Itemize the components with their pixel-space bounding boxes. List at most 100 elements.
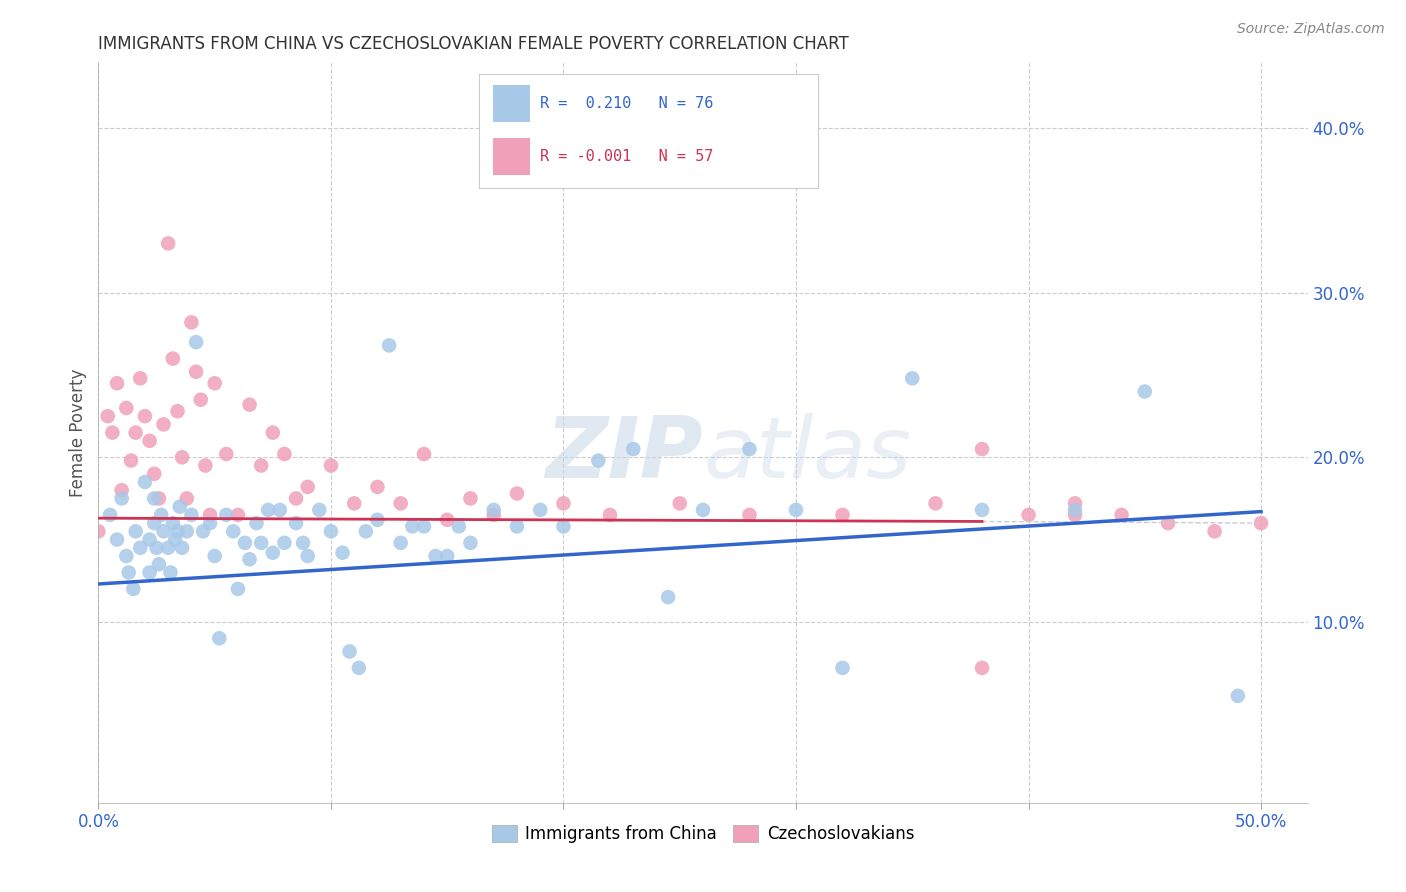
Point bbox=[245, 516, 267, 530]
Point bbox=[1064, 496, 1087, 510]
Point bbox=[1133, 384, 1156, 399]
Point bbox=[148, 491, 170, 506]
Point bbox=[1226, 689, 1249, 703]
Point bbox=[157, 236, 180, 251]
Point bbox=[319, 524, 342, 539]
Point bbox=[436, 513, 458, 527]
Point bbox=[180, 508, 202, 522]
Point bbox=[166, 524, 188, 539]
Point bbox=[529, 503, 551, 517]
Point bbox=[692, 503, 714, 517]
Point bbox=[506, 519, 529, 533]
Point bbox=[162, 351, 184, 366]
Point bbox=[250, 458, 273, 473]
Point bbox=[901, 371, 924, 385]
Point bbox=[831, 661, 853, 675]
Point bbox=[145, 541, 167, 555]
Point bbox=[138, 434, 160, 448]
Point bbox=[308, 503, 330, 517]
Point bbox=[319, 458, 342, 473]
Point bbox=[124, 425, 146, 440]
Point bbox=[105, 376, 128, 391]
Point bbox=[176, 491, 198, 506]
Point bbox=[389, 536, 412, 550]
Point bbox=[425, 549, 447, 563]
Point bbox=[273, 536, 295, 550]
Point bbox=[482, 508, 505, 522]
Point bbox=[269, 503, 291, 517]
Point bbox=[98, 508, 121, 522]
Point bbox=[222, 524, 245, 539]
Point bbox=[111, 491, 134, 506]
Point bbox=[1111, 508, 1133, 522]
Point bbox=[87, 524, 110, 539]
Point bbox=[343, 496, 366, 510]
Point bbox=[292, 536, 315, 550]
Point bbox=[204, 549, 226, 563]
Point bbox=[297, 480, 319, 494]
Point bbox=[1064, 508, 1087, 522]
Legend: Immigrants from China, Czechoslovakians: Immigrants from China, Czechoslovakians bbox=[485, 819, 921, 850]
Point bbox=[176, 524, 198, 539]
Point bbox=[148, 558, 170, 572]
Point bbox=[184, 335, 207, 350]
Point bbox=[120, 453, 142, 467]
Point bbox=[184, 365, 207, 379]
Point bbox=[389, 496, 412, 510]
Point bbox=[621, 442, 644, 456]
Point bbox=[143, 491, 166, 506]
Point bbox=[194, 458, 217, 473]
Point bbox=[143, 516, 166, 530]
Point bbox=[208, 632, 231, 646]
Text: atlas: atlas bbox=[703, 413, 911, 496]
Point bbox=[1250, 516, 1272, 530]
Point bbox=[413, 447, 436, 461]
Point bbox=[190, 392, 212, 407]
Point bbox=[436, 549, 458, 563]
Point bbox=[215, 508, 238, 522]
Point bbox=[150, 508, 173, 522]
Point bbox=[460, 536, 482, 550]
Point bbox=[970, 503, 993, 517]
Point bbox=[553, 519, 575, 533]
Point bbox=[354, 524, 377, 539]
Point bbox=[162, 516, 184, 530]
Point bbox=[134, 475, 156, 489]
Point bbox=[129, 541, 152, 555]
Point bbox=[447, 519, 470, 533]
Point bbox=[157, 541, 180, 555]
Point bbox=[831, 508, 853, 522]
Point bbox=[111, 483, 134, 498]
Point bbox=[172, 450, 194, 465]
Point bbox=[250, 536, 273, 550]
Point bbox=[285, 491, 308, 506]
Point bbox=[924, 496, 946, 510]
Point bbox=[138, 533, 160, 547]
Point bbox=[191, 524, 214, 539]
Point bbox=[366, 480, 388, 494]
Point bbox=[297, 549, 319, 563]
Point bbox=[785, 503, 807, 517]
Point bbox=[105, 533, 128, 547]
Point bbox=[198, 516, 221, 530]
Point bbox=[257, 503, 280, 517]
Point bbox=[460, 491, 482, 506]
Point bbox=[134, 409, 156, 424]
Point bbox=[401, 519, 423, 533]
Text: IMMIGRANTS FROM CHINA VS CZECHOSLOVAKIAN FEMALE POVERTY CORRELATION CHART: IMMIGRANTS FROM CHINA VS CZECHOSLOVAKIAN… bbox=[98, 35, 849, 53]
Point bbox=[115, 401, 138, 415]
Point bbox=[226, 508, 249, 522]
Point bbox=[668, 496, 690, 510]
Point bbox=[262, 546, 284, 560]
Point bbox=[215, 447, 238, 461]
Point bbox=[482, 503, 505, 517]
Point bbox=[122, 582, 145, 596]
Point bbox=[366, 513, 388, 527]
Point bbox=[198, 508, 221, 522]
Point bbox=[1064, 503, 1087, 517]
Point bbox=[118, 566, 141, 580]
Point bbox=[553, 496, 575, 510]
Point bbox=[169, 500, 191, 514]
Point bbox=[970, 442, 993, 456]
Point bbox=[657, 590, 679, 604]
